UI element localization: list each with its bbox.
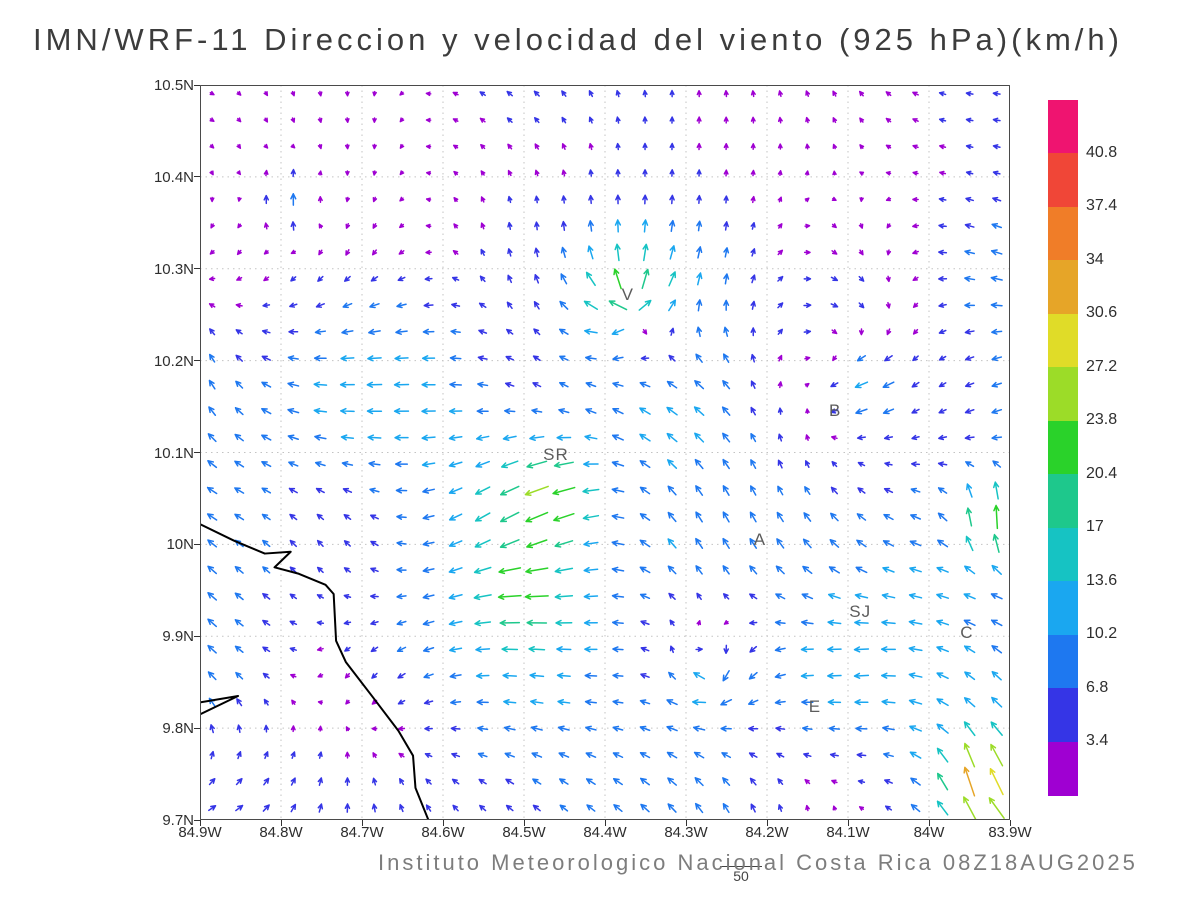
x-tick-label: 84.7W <box>340 824 384 841</box>
y-tick-label: 10.3N <box>153 260 194 278</box>
colorbar-segment <box>1048 474 1078 529</box>
colorbar-level-label: 13.6 <box>1086 571 1118 589</box>
y-tick-label: 10.5N <box>153 77 194 94</box>
x-tick-mark <box>928 820 930 826</box>
x-tick-label: 84.4W <box>583 824 627 841</box>
x-tick-mark <box>442 820 444 826</box>
y-tick-label: 9.9N <box>162 628 194 646</box>
station-label: V <box>621 285 635 305</box>
colorbar-level-label: 6.8 <box>1086 678 1109 696</box>
station-label: SR <box>543 445 569 465</box>
y-tick-label: 10.2N <box>153 352 194 370</box>
x-tick-label: 84.8W <box>259 824 303 841</box>
x-tick-label: 84.9W <box>178 824 222 841</box>
colorbar-segment <box>1048 527 1078 582</box>
x-tick-mark <box>280 820 282 826</box>
x-tick-mark <box>199 820 201 826</box>
colorbar-level-label: 17 <box>1086 518 1104 536</box>
footer-credit: Instituto Meteorologico Nacional Costa R… <box>378 850 1138 875</box>
colorbar-segment <box>1048 260 1078 315</box>
colorbar-segment <box>1048 420 1078 475</box>
x-tick-label: 84W <box>913 824 945 841</box>
station-label: E <box>808 696 822 716</box>
colorbar-segment <box>1048 688 1078 743</box>
colorbar-level-label: 27.2 <box>1086 357 1118 375</box>
x-tick-label: 84.3W <box>664 824 708 841</box>
x-tick-mark <box>766 820 768 826</box>
y-tick-mark <box>194 452 200 453</box>
colorbar-level-label: 10.2 <box>1086 625 1118 643</box>
colorbar-segment <box>1048 313 1078 368</box>
reference-vector: 50 <box>720 866 762 884</box>
colorbar-level-label: 20.4 <box>1086 464 1118 482</box>
colorbar-segment <box>1048 741 1078 796</box>
reference-vector-line <box>720 866 762 867</box>
colorbar-segment <box>1048 581 1078 636</box>
x-tick-mark <box>523 820 525 826</box>
x-tick-mark <box>361 820 363 826</box>
colorbar-segment <box>1048 367 1078 422</box>
colorbar-segment <box>1048 206 1078 261</box>
chart-title: IMN/WRF-11 Direccion y velocidad del vie… <box>33 22 1123 57</box>
x-tick-label: 84.6W <box>421 824 465 841</box>
y-tick-mark <box>194 819 200 821</box>
wind-vector-field-canvas <box>200 85 1010 820</box>
x-tick-mark <box>685 820 687 826</box>
colorbar-segment <box>1048 153 1078 208</box>
colorbar-segment <box>1048 634 1078 689</box>
y-tick-mark <box>194 84 200 86</box>
colorbar-level-label: 34 <box>1086 250 1104 268</box>
wind-speed-colorbar: 40.8 37.4 34 30.6 27.2 23.8 20.4 17 13.6 10.2 6.8 3… <box>1048 100 1117 796</box>
colorbar-level-label: 23.8 <box>1086 411 1118 429</box>
y-tick-mark <box>194 268 200 270</box>
y-tick-label: 10.1N <box>153 444 194 462</box>
station-label: C <box>960 623 974 643</box>
y-tick-label: 9.7N <box>162 812 194 829</box>
colorbar-level-label: 30.6 <box>1086 304 1118 322</box>
colorbar-level-label: 3.4 <box>1086 732 1109 750</box>
plot-area: 10.5N 10.4N 10.3N 10.2N 10.1N 10N 9.9N 9.8N 9.7N… <box>154 77 1032 841</box>
colorbar-level-label: 40.8 <box>1086 143 1118 161</box>
x-tick-label: 84.2W <box>745 824 789 841</box>
y-tick-label: 10N <box>166 536 194 554</box>
y-tick-mark <box>194 360 200 362</box>
x-tick-label: 83.9W <box>988 824 1032 841</box>
x-tick-mark <box>847 820 849 826</box>
y-tick-mark <box>194 543 200 545</box>
x-tick-mark <box>1009 820 1011 826</box>
y-tick-label: 10.4N <box>153 168 194 186</box>
y-tick-mark <box>194 727 200 729</box>
colorbar-segment <box>1048 100 1078 155</box>
station-label: SJ <box>849 602 872 622</box>
x-tick-mark <box>604 820 606 826</box>
reference-vector-label: 50 <box>733 868 749 884</box>
station-label: A <box>753 529 767 549</box>
y-tick-mark <box>194 176 200 178</box>
station-label: B <box>829 401 842 421</box>
x-tick-label: 84.5W <box>502 824 546 841</box>
y-tick-label: 9.8N <box>162 720 194 738</box>
x-tick-label: 84.1W <box>826 824 870 841</box>
y-tick-mark <box>194 635 200 637</box>
colorbar-level-label: 37.4 <box>1086 197 1118 215</box>
